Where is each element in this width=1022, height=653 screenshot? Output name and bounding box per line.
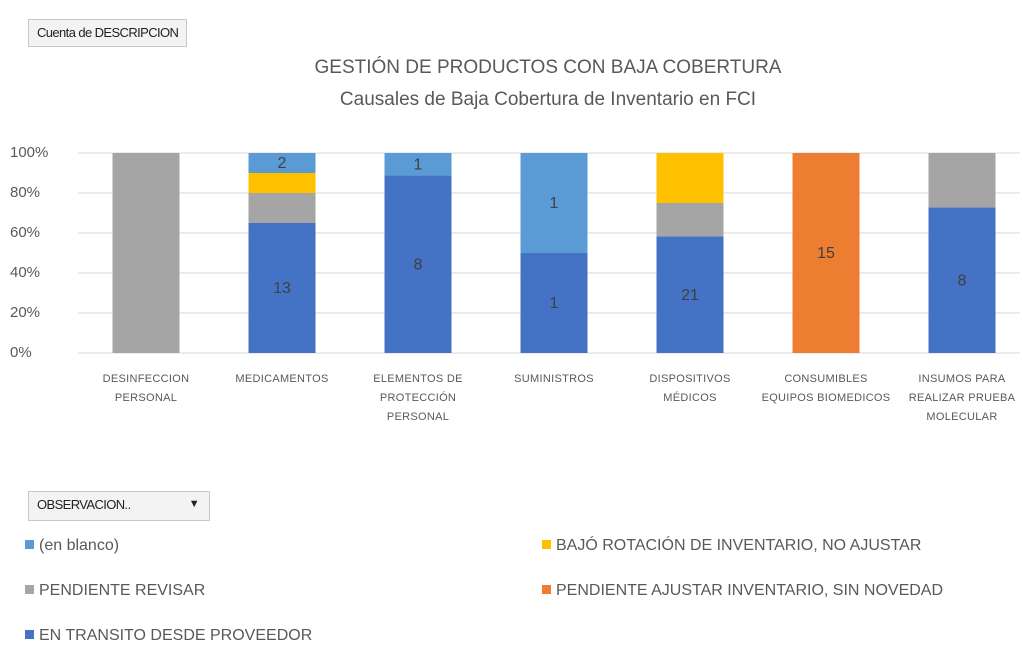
bar-segment xyxy=(248,193,316,223)
data-label: 13 xyxy=(273,280,291,297)
legend-label: BAJÓ ROTACIÓN DE INVENTARIO, NO AJUSTAR xyxy=(556,537,922,554)
bar-segment xyxy=(928,207,996,353)
legend-label: (en blanco) xyxy=(39,537,120,554)
y-tick-label: 20% xyxy=(10,304,40,321)
legend-item: PENDIENTE AJUSTAR INVENTARIO, SIN NOVEDA… xyxy=(542,582,943,600)
x-tick-label: INSUMOS PARA REALIZAR PRUEBA MOLECULAR xyxy=(908,373,1016,423)
legend-item: (en blanco) xyxy=(25,537,119,555)
bar-segment xyxy=(384,175,452,353)
legend-label: EN TRANSITO DESDE PROVEEDOR xyxy=(39,627,313,644)
legend-item: PENDIENTE REVISAR xyxy=(25,582,205,600)
bar-segment xyxy=(656,236,724,353)
legend-swatch xyxy=(542,540,551,549)
data-label: 21 xyxy=(681,287,699,304)
bar-segment xyxy=(792,153,860,353)
y-tick-label: 100% xyxy=(10,144,48,161)
x-tick-label: SUMINISTROS xyxy=(514,373,594,385)
bar-segment xyxy=(384,153,452,176)
legend-swatch xyxy=(25,540,34,549)
data-label: 1 xyxy=(550,195,559,212)
data-label: 1 xyxy=(550,295,559,312)
bar-segment xyxy=(112,153,180,353)
legend-filter-button[interactable]: OBSERVACION.. ▼ xyxy=(28,491,210,521)
data-label: 8 xyxy=(414,256,423,273)
chart-subtitle: Causales de Baja Cobertura de Inventario… xyxy=(340,89,756,110)
legend-swatch xyxy=(542,585,551,594)
legend-filter-label: OBSERVACION.. xyxy=(37,497,131,512)
data-label: 8 xyxy=(958,272,967,289)
legend-item: BAJÓ ROTACIÓN DE INVENTARIO, NO AJUSTAR xyxy=(542,537,921,555)
bar-segment xyxy=(928,153,996,208)
chart-title: GESTIÓN DE PRODUCTOS CON BAJA COBERTURA xyxy=(315,56,782,78)
bar-segment xyxy=(656,153,724,203)
y-tick-label: 0% xyxy=(10,344,32,361)
legend-swatch xyxy=(25,630,34,639)
x-tick-label: DISPOSITIVOS MÉDICOS xyxy=(649,373,731,404)
legend-label: PENDIENTE REVISAR xyxy=(39,582,206,599)
field-button[interactable]: Cuenta de DESCRIPCION xyxy=(28,19,188,47)
y-tick-label: 40% xyxy=(10,264,40,281)
data-label: 15 xyxy=(817,245,835,262)
bar-segment xyxy=(248,223,316,353)
y-tick-label: 60% xyxy=(10,224,40,241)
data-label: 1 xyxy=(414,156,423,173)
x-tick-label: DESINFECCION PERSONAL xyxy=(102,373,190,404)
legend-swatch xyxy=(25,585,34,594)
y-tick-label: 80% xyxy=(10,184,40,201)
legend-item: EN TRANSITO DESDE PROVEEDOR xyxy=(25,627,312,645)
data-label: 2 xyxy=(278,155,287,172)
bar-segment xyxy=(656,203,724,237)
bar-segment xyxy=(248,153,316,173)
legend-label: PENDIENTE AJUSTAR INVENTARIO, SIN NOVEDA… xyxy=(556,582,944,599)
x-tick-label: MEDICAMENTOS xyxy=(235,373,329,385)
bar-segment xyxy=(248,173,316,193)
dropdown-arrow: ▼ xyxy=(188,498,200,510)
x-tick-label: CONSUMIBLES EQUIPOS BIOMEDICOS xyxy=(761,373,891,404)
bar-segment xyxy=(520,153,588,253)
bar-segment xyxy=(520,253,588,353)
x-tick-label: ELEMENTOS DE PROTECCIÓN PERSONAL xyxy=(373,373,463,423)
